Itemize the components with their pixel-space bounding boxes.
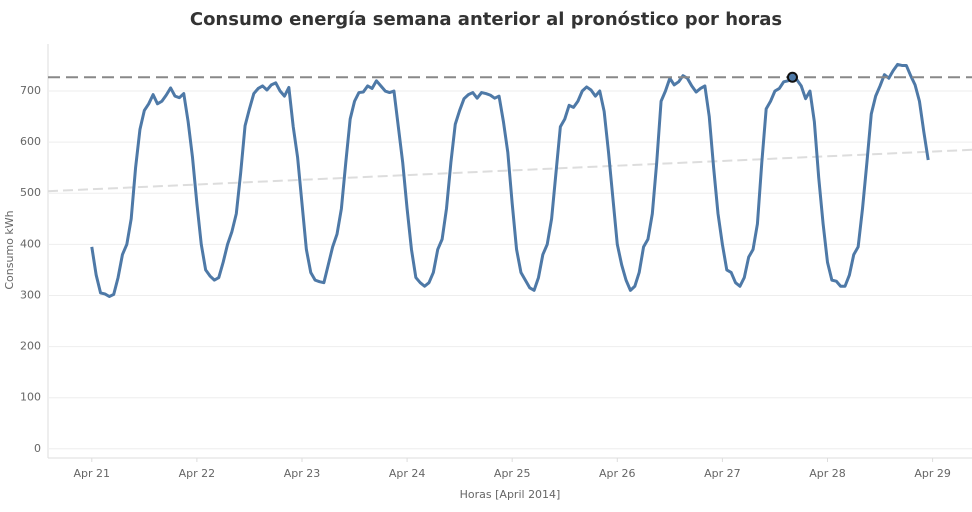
x-tick-label: Apr 26	[599, 467, 636, 480]
y-tick-label: 500	[20, 186, 41, 199]
data-line	[90, 62, 930, 298]
y-axis-label: Consumo kWh	[3, 210, 16, 289]
x-tick-label: Apr 28	[809, 467, 846, 480]
highlight-point	[786, 71, 798, 83]
x-tick-label: Apr 25	[494, 467, 531, 480]
x-tick-label: Apr 24	[389, 467, 426, 480]
chart-title: Consumo energía semana anterior al pronó…	[190, 9, 782, 30]
x-tick-label: Apr 22	[179, 467, 216, 480]
y-tick-label: 400	[20, 237, 41, 250]
x-tick-label: Apr 23	[284, 467, 321, 480]
x-tick-label: Apr 29	[914, 467, 951, 480]
y-tick-label: 0	[34, 442, 41, 455]
x-tick-label: Apr 27	[704, 467, 741, 480]
y-tick-label: 600	[20, 135, 41, 148]
y-tick-label: 300	[20, 288, 41, 301]
y-tick-label: 200	[20, 340, 41, 353]
x-tick-label: Apr 21	[74, 467, 111, 480]
y-tick-label: 100	[20, 391, 41, 404]
x-axis-label: Horas [April 2014]	[460, 488, 561, 501]
y-tick-label: 700	[20, 84, 41, 97]
